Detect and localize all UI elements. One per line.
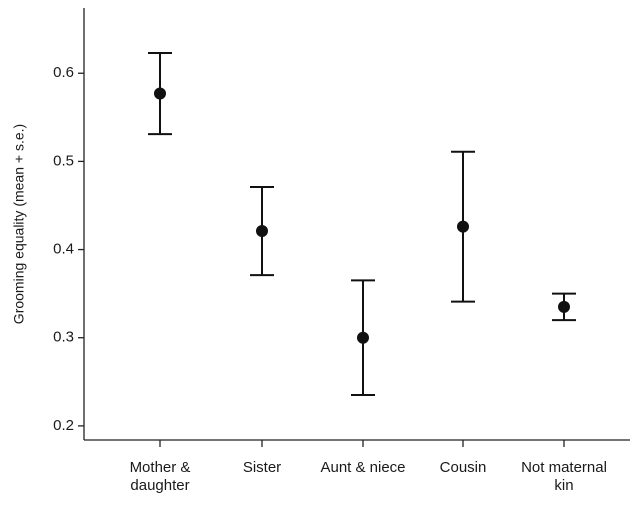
x-tick-label: Cousin [439,459,487,476]
mean-point [357,331,369,344]
y-tick-label: 0.2 [53,417,74,434]
y-tick-label: 0.4 [53,241,74,258]
y-tick-label: 0.5 [53,152,74,169]
y-axis-label: Grooming equality (mean + s.e.) [11,124,27,324]
x-tick-label: Sister [242,459,282,476]
y-tick-label: 0.6 [53,64,74,81]
x-tick-label: Aunt & niece [320,459,406,476]
mean-point [256,225,268,238]
x-tick-label: Not maternal kin [521,459,607,494]
mean-point [558,300,570,313]
x-tick-label: Mother & daughter [129,459,191,494]
mean-point [154,87,166,100]
y-tick-label: 0.3 [53,329,74,346]
mean-point [457,220,469,233]
